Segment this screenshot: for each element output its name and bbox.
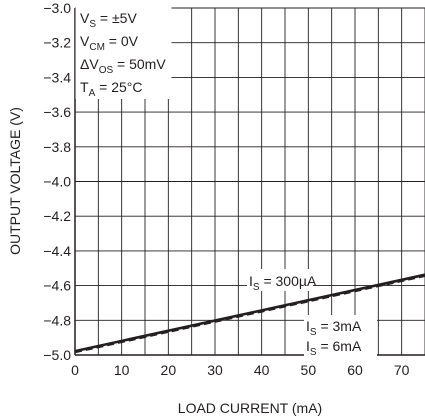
x-tick-labels: 0 10 20 30 40 50 60 70 [71,362,410,378]
x-tick-label: 70 [394,362,410,378]
grid [74,7,425,356]
y-tick-label: −4.2 [43,208,71,224]
y-tick-label: −3.0 [43,0,71,16]
condition-vs: VS = ±5V [80,10,137,30]
x-tick-label: 0 [71,362,79,378]
y-tick-label: −3.8 [43,139,71,155]
x-tick-label: 30 [207,362,223,378]
series-line [74,275,425,354]
condition-ta: TA = 25°C [80,79,142,99]
x-tick-label: 40 [254,362,270,378]
series-label-bg-300ua [247,269,313,291]
y-axis-title: OUTPUT VOLTAGE (V) [7,107,23,255]
condition-vcm: VCM = 0V [80,33,139,53]
y-tick-label: −4.0 [43,174,71,190]
condition-dvos: ΔVOS = 50mV [80,56,166,76]
series-label-bg-3ma [304,315,377,357]
y-tick-label: −5.0 [43,347,71,363]
conditions-box [75,7,172,99]
x-tick-label: 20 [161,362,177,378]
y-tick-label: −3.2 [43,35,71,51]
x-tick-label: 50 [301,362,317,378]
series-label-300ua: IS = 300µA [249,273,317,293]
x-tick-label: 60 [347,362,363,378]
x-tick-label: 10 [114,362,130,378]
x-axis-title: LOAD CURRENT (mA) [178,400,322,416]
series-label-6ma: IS = 6mA [306,338,362,358]
y-tick-label: −4.6 [43,278,71,294]
y-tick-labels: −3.0 −3.2 −3.4 −3.6 −3.8 −4.0 −4.2 −4.4 −4.6 −4.8… [43,0,71,363]
series-label-3ma: IS = 3mA [306,318,362,338]
y-tick-label: −4.4 [43,243,71,259]
y-tick-label: −3.4 [43,69,71,85]
series-lines [74,273,425,354]
y-tick-label: −4.8 [43,312,71,328]
y-tick-label: −3.6 [43,104,71,120]
